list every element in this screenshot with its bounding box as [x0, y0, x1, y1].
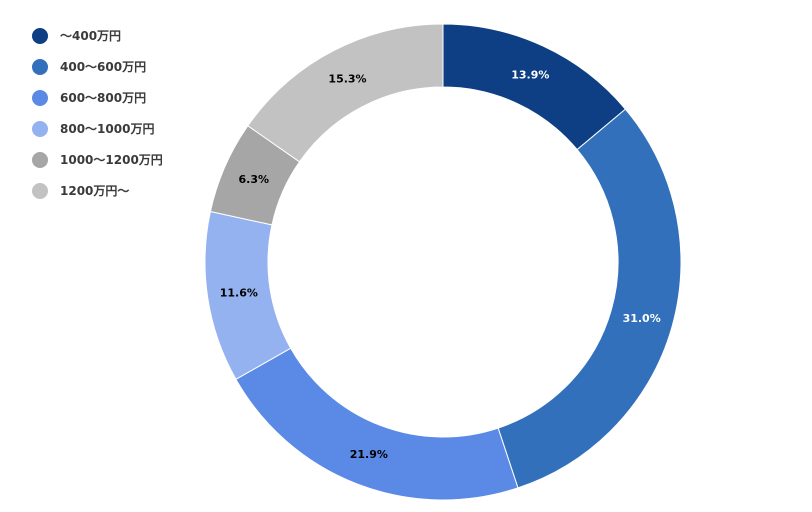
legend-item: 1000〜1200万円	[32, 144, 163, 175]
legend-label: 400〜600万円	[60, 60, 147, 74]
slice-value-label: 6.3%	[238, 173, 269, 186]
legend-swatch	[32, 151, 48, 168]
legend-swatch	[32, 89, 48, 106]
legend-item: 400〜600万円	[32, 51, 163, 82]
legend-swatch	[32, 120, 48, 137]
donut-slice	[442, 23, 627, 151]
legend-item: 600〜800万円	[32, 82, 163, 113]
legend-label: 800〜1000万円	[60, 122, 155, 136]
legend-label: 〜400万円	[60, 29, 122, 43]
donut-slice	[235, 347, 519, 501]
slice-value-label: 21.9%	[350, 448, 388, 461]
legend-label: 1000〜1200万円	[60, 153, 163, 167]
legend-item: 1200万円〜	[32, 175, 163, 206]
slice-value-label: 13.9%	[511, 68, 549, 81]
slice-value-label: 11.6%	[220, 287, 258, 300]
legend-swatch	[32, 58, 48, 75]
legend-swatch	[32, 182, 48, 199]
legend-label: 1200万円〜	[60, 184, 130, 198]
chart-legend: 〜400万円 400〜600万円 600〜800万円 800〜1000万円 1000〜1…	[32, 20, 163, 206]
donut-slice	[497, 108, 682, 489]
legend-label: 600〜800万円	[60, 91, 147, 105]
legend-swatch	[32, 27, 48, 44]
slice-value-label: 15.3%	[328, 72, 366, 85]
legend-item: 800〜1000万円	[32, 113, 163, 144]
donut-slice	[247, 23, 444, 163]
slice-value-label: 31.0%	[623, 312, 661, 325]
legend-item: 〜400万円	[32, 20, 163, 51]
